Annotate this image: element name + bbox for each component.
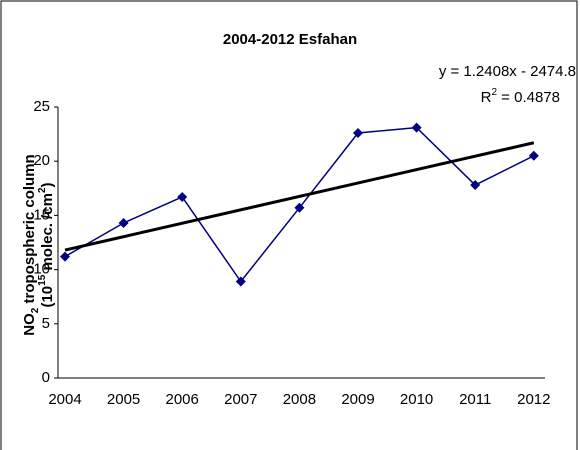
data-point: [235, 276, 246, 287]
trend-equation: y = 1.2408x - 2474.8: [439, 63, 576, 80]
y-tick-label: 5: [42, 315, 50, 332]
trend-line: [64, 141, 535, 252]
x-tick-label: 2008: [283, 391, 316, 408]
x-tick-label: 2009: [341, 391, 374, 408]
y-tick-label: 20: [33, 152, 50, 169]
data-point: [470, 180, 481, 191]
data-point: [411, 122, 422, 133]
y-axis-title-line: (1015 molec. /cm2): [37, 182, 56, 307]
data-point: [60, 251, 70, 262]
y-title-part: NO: [21, 313, 38, 336]
r-squared: R2 = 0.4878: [481, 87, 560, 106]
y-title-part: 2: [30, 307, 41, 313]
y-title-part: ): [39, 182, 56, 187]
x-tick-label: 2007: [224, 391, 257, 408]
y-title-part: 15: [37, 274, 48, 286]
x-tick-label: 2006: [166, 391, 199, 408]
y-title-part: molec. /cm: [39, 193, 56, 275]
y-tick-label: 25: [33, 98, 50, 115]
y-title-part: tropospheric column: [21, 154, 38, 307]
x-tick-label: 2005: [107, 391, 140, 408]
data-point: [528, 150, 539, 161]
y-tick-label: 15: [33, 206, 50, 223]
y-title-part: (10: [39, 286, 56, 308]
data-point: [294, 202, 305, 213]
chart-title: 2004-2012 Esfahan: [223, 31, 357, 48]
x-tick-label: 2012: [517, 391, 550, 408]
r-squared-part: 2: [491, 87, 497, 98]
x-tick-label: 2011: [459, 391, 491, 408]
y-tick-label: 0: [42, 369, 50, 386]
x-tick-label: 2010: [400, 391, 433, 408]
data-point: [177, 191, 188, 202]
y-tick-label: 10: [33, 261, 50, 278]
y-title-part: 2: [37, 187, 48, 193]
y-axis-title-line: NO2 tropospheric column: [21, 154, 41, 335]
x-tick-label: 2004: [48, 391, 81, 408]
r-squared-part: = 0.4878: [497, 89, 560, 106]
data-point: [118, 217, 129, 228]
data-point: [353, 128, 363, 139]
r-squared-part: R: [481, 89, 492, 106]
y-axis-title: NO2 tropospheric column (1015 molec. /cm…: [21, 154, 56, 335]
